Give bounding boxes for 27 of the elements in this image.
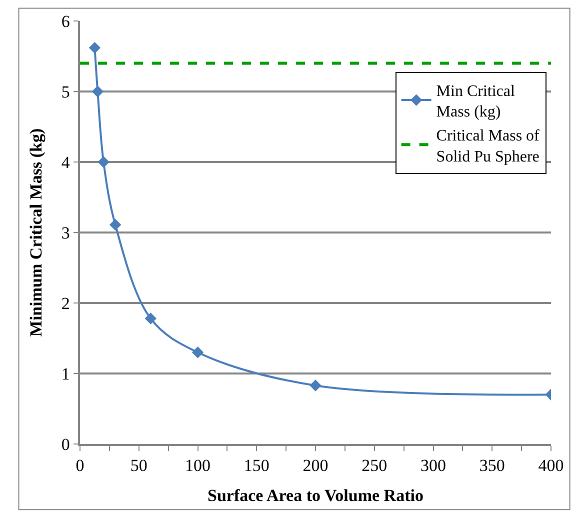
x-axis-title: Surface Area to Volume Ratio xyxy=(208,486,424,506)
x-tick-label: 400 xyxy=(538,456,564,476)
x-tick-label: 250 xyxy=(362,456,388,476)
y-axis-title: Minimum Critical Mass (kg) xyxy=(26,128,46,337)
y-tick-label: 4 xyxy=(61,152,70,172)
point xyxy=(98,156,110,168)
y-tick-label: 0 xyxy=(61,434,70,454)
point xyxy=(88,42,101,54)
legend-label: Min Critical Mass (kg) xyxy=(436,82,516,121)
x-tick-label: 50 xyxy=(130,456,148,476)
y-tick-label: 6 xyxy=(61,12,70,31)
point xyxy=(192,346,204,358)
point xyxy=(144,312,156,324)
y-tick-label: 5 xyxy=(61,82,70,102)
point xyxy=(310,380,322,392)
point xyxy=(109,218,122,231)
x-tick-label: 0 xyxy=(76,456,84,476)
y-tick-label: 2 xyxy=(61,294,70,313)
x-tick-label: 150 xyxy=(244,456,270,476)
point xyxy=(92,86,104,98)
x-tick-label: 100 xyxy=(185,456,210,476)
x-tick-label: 350 xyxy=(479,456,505,476)
x-tick-label: 300 xyxy=(420,456,446,476)
x-tick-label: 200 xyxy=(302,456,328,476)
y-tick-label: 3 xyxy=(61,223,70,242)
legend-label: Critical Mass of Solid Pu Sphere xyxy=(436,128,540,166)
y-tick-label: 1 xyxy=(61,364,70,384)
